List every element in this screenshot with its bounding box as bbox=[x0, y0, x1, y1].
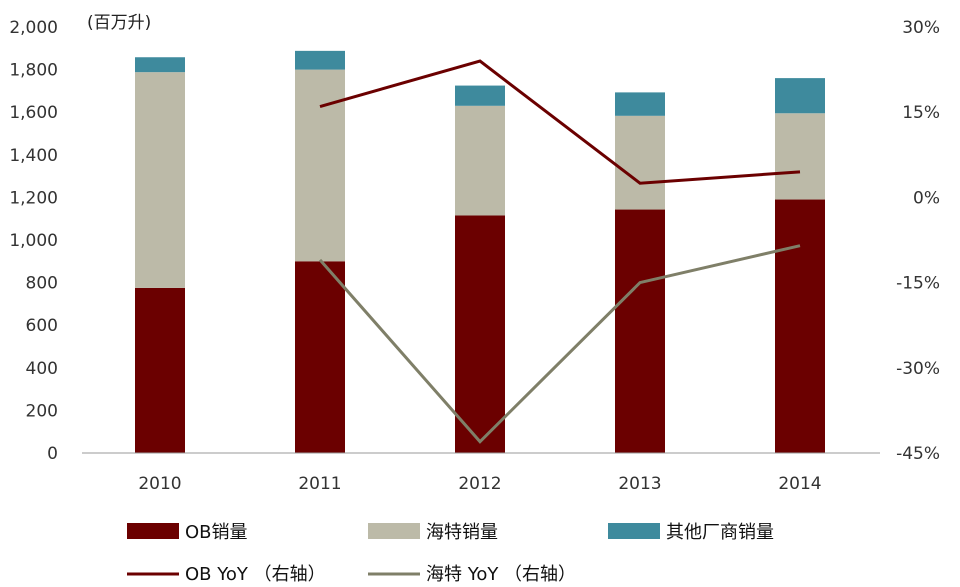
bar-haite-2011 bbox=[295, 69, 345, 262]
y-tick-label: 2,000 bbox=[9, 18, 58, 38]
x-ticks: 2010 2011 2012 2013 2014 bbox=[138, 474, 821, 494]
bar-other-2012 bbox=[455, 85, 505, 106]
y-tick-label: 1,000 bbox=[9, 231, 58, 251]
y2-ticks: 30% 15% 0% -15% -30% -45% bbox=[896, 18, 940, 464]
legend-label-ob-yoy: OB YoY （右轴） bbox=[185, 564, 326, 585]
haite-yoy-line bbox=[318, 244, 801, 444]
bar-other-2010 bbox=[135, 57, 185, 73]
x-tick-2013: 2013 bbox=[618, 474, 661, 494]
legend-label-ob: OB销量 bbox=[185, 522, 248, 543]
bar-haite-2013 bbox=[615, 115, 665, 210]
x-tick-2011: 2011 bbox=[298, 474, 341, 494]
bars-layer bbox=[135, 50, 825, 453]
bar-other-2013 bbox=[615, 92, 665, 116]
legend-swatch-other bbox=[608, 523, 660, 539]
x-tick-2014: 2014 bbox=[778, 474, 821, 494]
y-ticks: 2,000 1,800 1,600 1,400 1,200 1,000 800 600 400 2… bbox=[9, 18, 58, 464]
y2-tick-label: 15% bbox=[902, 103, 940, 123]
bar-haite-2012 bbox=[455, 105, 505, 216]
y-tick-label: 0 bbox=[47, 444, 58, 464]
y-tick-label: 1,400 bbox=[9, 146, 58, 166]
ob-yoy-line bbox=[319, 59, 801, 185]
y-tick-label: 400 bbox=[26, 359, 58, 379]
y-tick-label: 600 bbox=[26, 316, 58, 336]
legend-swatch-ob bbox=[127, 523, 179, 539]
y-tick-label: 200 bbox=[26, 401, 58, 421]
bar-ob-2011 bbox=[295, 261, 345, 453]
x-tick-2010: 2010 bbox=[138, 474, 181, 494]
bar-ob-2012 bbox=[455, 215, 505, 453]
y2-tick-label: -15% bbox=[896, 274, 940, 294]
unit-label: (百万升) bbox=[87, 13, 151, 33]
bar-ob-2010 bbox=[135, 287, 185, 453]
bar-haite-2010 bbox=[135, 72, 185, 288]
y2-tick-label: 0% bbox=[913, 188, 940, 208]
bar-ob-2013 bbox=[615, 209, 665, 453]
bar-ob-2014 bbox=[775, 199, 825, 453]
legend-swatch-haite bbox=[368, 523, 420, 539]
legend-label-haite: 海特销量 bbox=[426, 522, 498, 543]
y2-tick-label: 30% bbox=[902, 18, 940, 38]
y2-tick-label: -30% bbox=[896, 359, 940, 379]
y-tick-label: 800 bbox=[26, 274, 58, 294]
legend: OB销量 海特销量 其他厂商销量 OB YoY （右轴） 海特 YoY （右轴） bbox=[127, 522, 774, 585]
bar-other-2011 bbox=[295, 50, 345, 70]
lines-layer bbox=[318, 59, 801, 444]
bar-haite-2014 bbox=[775, 113, 825, 200]
legend-label-other: 其他厂商销量 bbox=[666, 522, 774, 543]
bar-other-2014 bbox=[775, 78, 825, 114]
x-tick-2012: 2012 bbox=[458, 474, 501, 494]
y-tick-label: 1,200 bbox=[9, 188, 58, 208]
y-tick-label: 1,600 bbox=[9, 103, 58, 123]
y-tick-label: 1,800 bbox=[9, 61, 58, 81]
y2-tick-label: -45% bbox=[896, 444, 940, 464]
legend-label-haite-yoy: 海特 YoY （右轴） bbox=[426, 564, 576, 585]
